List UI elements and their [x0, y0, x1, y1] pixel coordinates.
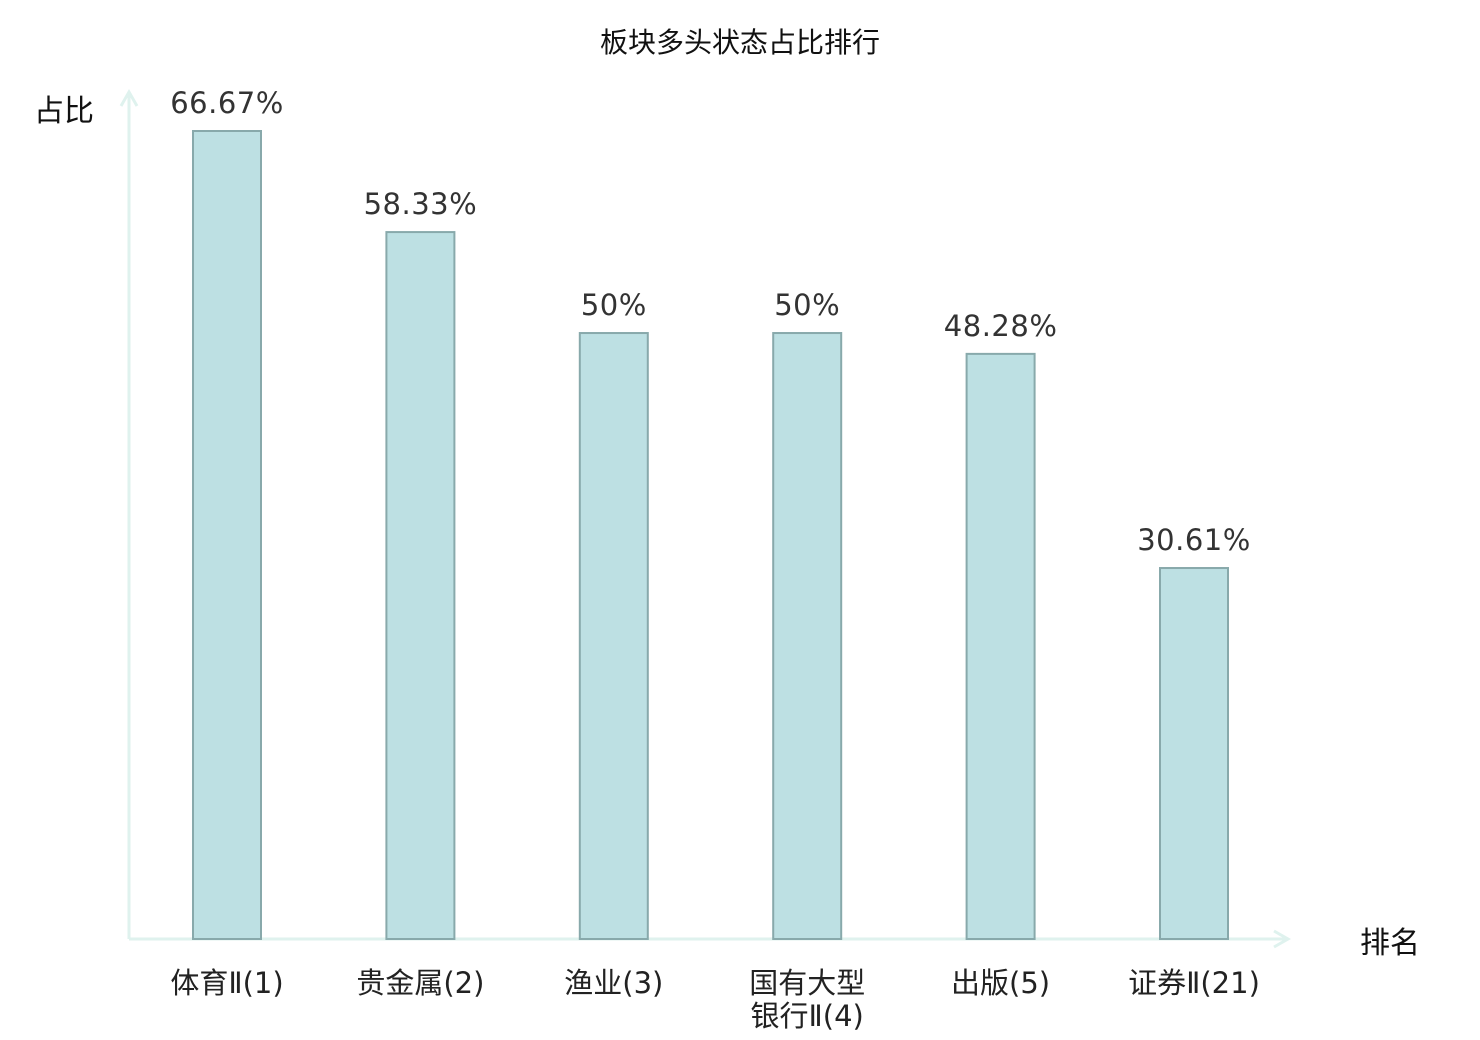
bars [192, 130, 1229, 941]
x-axis-arrow [1273, 929, 1292, 949]
category-labels: 体育Ⅱ(1) 贵金属(2) 渔业(3) 国有大型银行Ⅱ(4) 出版(5) 证券Ⅱ(21) [170, 966, 1260, 1033]
bar [192, 130, 262, 940]
bar [772, 332, 843, 941]
y-axis-arrow [119, 88, 139, 107]
x-axis-label: 排名 [1360, 926, 1420, 961]
bar [1159, 567, 1229, 940]
category-label: 渔业(3) [564, 966, 663, 1000]
chart-title: 板块多头状态占比排行 [600, 26, 880, 59]
axes [119, 88, 1292, 949]
value-label: 58.33% [364, 187, 478, 221]
category-label: 国有大型银行Ⅱ(4) [749, 966, 865, 1033]
bar [965, 352, 1036, 940]
value-label: 66.67% [170, 86, 284, 120]
y-axis-label: 占比 [34, 94, 94, 129]
value-label: 50% [581, 288, 647, 322]
value-label: 48.28% [944, 309, 1058, 343]
category-label: 出版(5) [951, 966, 1050, 1000]
value-label: 30.61% [1137, 523, 1251, 557]
value-label: 50% [774, 288, 840, 322]
bar [385, 231, 456, 940]
bar [578, 332, 649, 941]
value-labels: 66.67% 58.33% 50% 50% 48.28% 30.61% [170, 86, 1251, 557]
category-label: 体育Ⅱ(1) [170, 966, 283, 1000]
category-label: 贵金属(2) [356, 966, 484, 1000]
category-label: 证券Ⅱ(21) [1128, 966, 1260, 1000]
